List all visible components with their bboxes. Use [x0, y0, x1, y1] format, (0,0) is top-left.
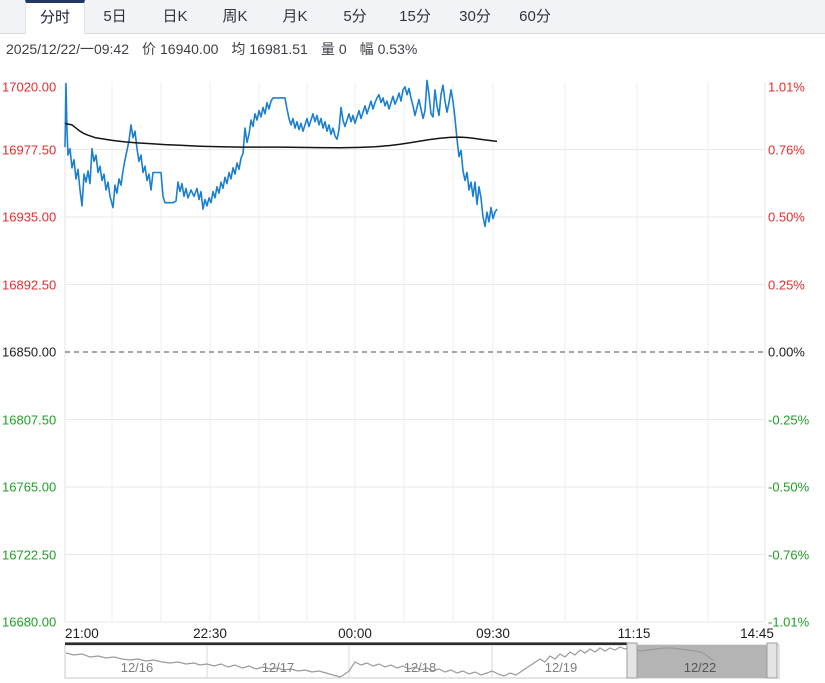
y-axis-right-label: -0.50% [768, 479, 810, 495]
change-percent-value: 0.53% [377, 41, 418, 57]
main-chart-svg [64, 79, 780, 679]
tab-monthly-k[interactable]: 月K [282, 8, 308, 25]
navigator-top-border [65, 642, 627, 645]
y-axis-right-label: 0.76% [768, 142, 805, 157]
tab-15min[interactable]: 15分 [399, 8, 431, 25]
navigator-handle-left[interactable] [626, 642, 638, 679]
current-price: 价 16940.00 [142, 41, 218, 57]
tab-daily-k[interactable]: 日K [162, 8, 188, 25]
y-axis-left-label: 16722.50 [2, 547, 57, 562]
tab-30min[interactable]: 30分 [459, 8, 491, 25]
tab-5min[interactable]: 5分 [343, 8, 367, 25]
navigator-date-label: 12/16 [120, 660, 154, 675]
y-axis-left-label: 16807.50 [2, 412, 57, 427]
chart-plot-area[interactable] [65, 82, 765, 622]
tab-weekly-k[interactable]: 周K [222, 8, 248, 25]
change-percent: 幅 0.53% [360, 41, 418, 57]
tab-intraday[interactable]: 分时 [25, 0, 85, 34]
quote-info-bar: 2025/12/22/一09:42 价 16940.00 均 16981.51 量 0 幅 0.… [0, 34, 825, 62]
period-tabbar: 分时 5日 日K 周K 月K 5分 15分 30分 60分 [0, 0, 825, 34]
chart-area: 17020.00 1.01% 16977.50 0.76% 16935.00 0.50% 1… [0, 62, 825, 683]
y-axis-left-label: 16680.00 [2, 614, 57, 630]
average-price-label: 均 [231, 41, 246, 57]
x-axis-label: 22:30 [193, 626, 227, 641]
average-line [64, 122, 498, 149]
average-price-value: 16981.51 [249, 41, 308, 57]
y-axis-right-label: -0.76% [768, 547, 810, 562]
volume-label: 量 [320, 41, 335, 57]
price-line [64, 79, 498, 228]
y-axis-right-label: -0.25% [768, 412, 810, 427]
tab-5day[interactable]: 5日 [103, 8, 127, 25]
y-axis-left-label: 16765.00 [2, 479, 57, 495]
navigator-line [65, 646, 714, 678]
y-axis-right-label: 1.01% [768, 79, 805, 95]
x-axis-label: 14:45 [740, 626, 774, 641]
navigator-handle-right[interactable] [766, 642, 778, 679]
average-price: 均 16981.51 [231, 41, 307, 57]
navigator-date-label: 12/19 [544, 660, 578, 675]
x-axis-label: 11:15 [617, 626, 651, 641]
y-axis-left-label: 16850.00 [2, 344, 57, 360]
x-axis-label: 21:00 [65, 626, 99, 641]
x-axis-label: 00:00 [338, 626, 372, 641]
y-axis-right-label: -1.01% [768, 614, 810, 630]
y-axis-right-label: 0.25% [768, 277, 805, 292]
navigator-date-label: 12/22 [683, 660, 717, 675]
datetime-text: 2025/12/22/一09:42 [6, 41, 129, 57]
y-axis-left-label: 17020.00 [2, 79, 57, 95]
navigator-date-label: 12/18 [403, 660, 437, 675]
y-axis-right-label: 0.00% [768, 344, 805, 360]
y-axis-left-label: 16977.50 [2, 142, 57, 157]
current-price-label: 价 [142, 41, 156, 57]
y-axis-left-label: 16892.50 [2, 277, 57, 292]
change-percent-label: 幅 [359, 41, 374, 57]
y-axis-right-label: 0.50% [768, 209, 805, 225]
navigator-date-label: 12/17 [261, 660, 295, 675]
current-price-value: 16940.00 [160, 41, 219, 57]
x-axis-label: 09:30 [476, 626, 510, 641]
tab-60min[interactable]: 60分 [519, 8, 551, 25]
volume-value: 0 [338, 41, 347, 57]
y-axis-left-label: 16935.00 [2, 209, 57, 225]
navigator-selection[interactable] [637, 645, 767, 678]
